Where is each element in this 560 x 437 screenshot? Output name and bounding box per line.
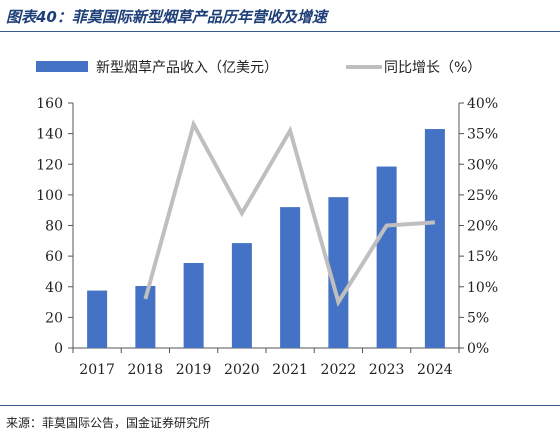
legend-line-label: 同比增长（%）: [384, 60, 481, 76]
y-right-tick-label: 0%: [467, 341, 489, 357]
y-right-tick-label: 40%: [467, 96, 498, 112]
y-right-tick-label: 20%: [467, 219, 498, 235]
title-divider: [0, 31, 560, 32]
y-left-tick-label: 20: [45, 310, 63, 326]
y-left-tick-label: 140: [36, 127, 63, 143]
legend-bar-swatch: [36, 61, 88, 72]
x-tick-label: 2023: [369, 362, 405, 378]
x-tick-label: 2021: [272, 362, 308, 378]
x-tick-label: 2017: [79, 362, 115, 378]
figure-title: 图表40：菲莫国际新型烟草产品历年营收及增速: [6, 8, 327, 26]
y-left-tick-label: 60: [45, 249, 63, 265]
x-tick-label: 2022: [321, 362, 357, 378]
revenue-bar: [87, 290, 108, 348]
x-tick-label: 2018: [128, 362, 164, 378]
revenue-bar: [424, 129, 445, 348]
y-right-tick-label: 30%: [467, 157, 498, 173]
y-left-tick-label: 40: [45, 280, 63, 296]
y-right-tick-label: 10%: [467, 280, 498, 296]
revenue-bar: [183, 263, 204, 348]
revenue-bar: [280, 207, 301, 348]
legend-bar-label: 新型烟草产品收入（亿美元）: [96, 60, 278, 76]
y-right-tick-label: 25%: [467, 188, 498, 204]
revenue-bar: [231, 243, 252, 348]
bar-series: [87, 129, 445, 348]
y-right-tick-label: 5%: [467, 310, 489, 326]
x-tick-label: 2020: [224, 362, 260, 378]
y-left-tick-label: 80: [45, 219, 63, 235]
source-note: 来源：菲莫国际公告，国金证券研究所: [6, 416, 211, 430]
revenue-bar: [135, 285, 156, 348]
source-divider: [0, 405, 560, 406]
revenue-bar: [376, 166, 397, 348]
y-left-tick-label: 0: [54, 341, 63, 357]
revenue-bar: [328, 197, 349, 348]
x-tick-label: 2019: [176, 362, 212, 378]
legend: 新型烟草产品收入（亿美元） 同比增长（%）: [36, 60, 481, 76]
x-tick-label: 2024: [417, 362, 453, 378]
y-right-tick-label: 15%: [467, 249, 498, 265]
y-left-tick-label: 160: [36, 96, 63, 112]
y-left-tick-label: 100: [36, 188, 63, 204]
line-series: [143, 119, 436, 307]
y-left-tick-label: 120: [36, 157, 63, 173]
y-right-tick-label: 35%: [467, 127, 498, 143]
